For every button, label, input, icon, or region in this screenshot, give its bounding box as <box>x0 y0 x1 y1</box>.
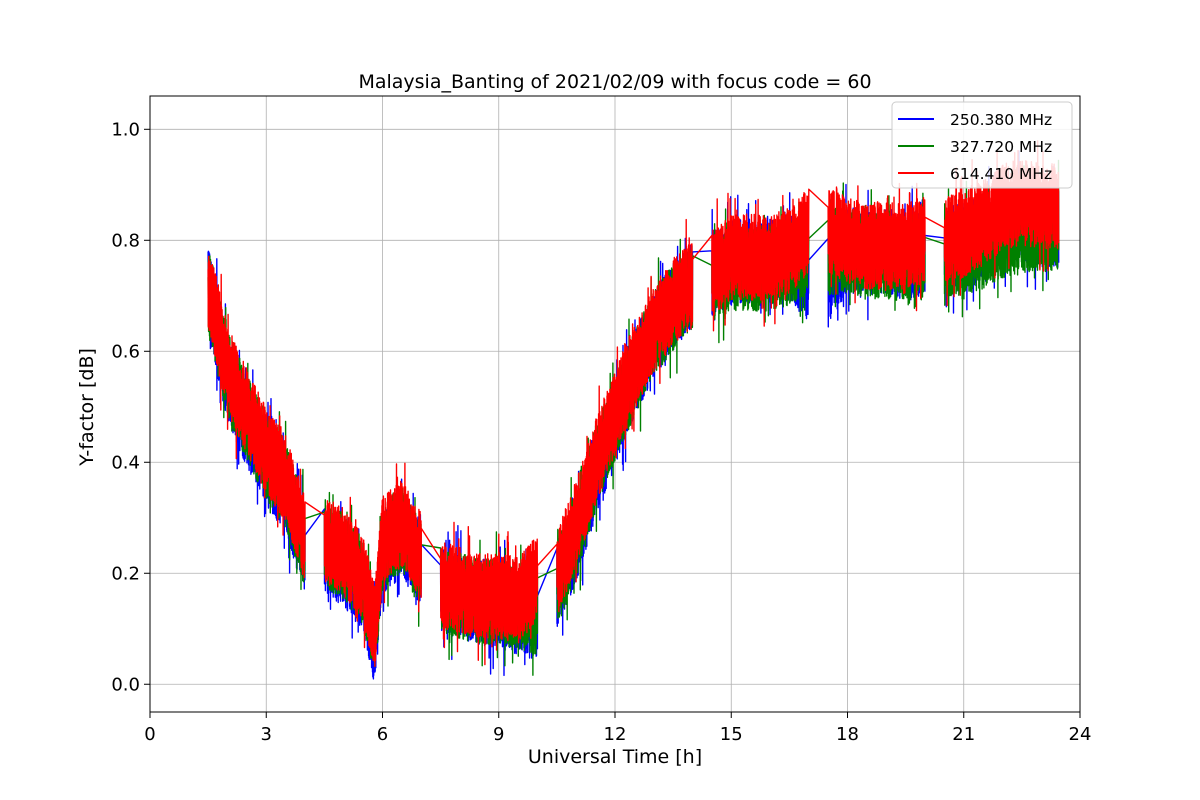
y-ticks: 0.0 0.2 0.4 0.6 0.8 1.0 <box>111 119 150 695</box>
y-tick-label: 1.0 <box>111 119 140 140</box>
x-tick-label: 18 <box>836 724 859 745</box>
x-tick-label: 0 <box>144 724 155 745</box>
x-tick-label: 24 <box>1069 724 1092 745</box>
x-tick-label: 21 <box>952 724 975 745</box>
y-tick-label: 0.0 <box>111 674 140 695</box>
x-tick-label: 6 <box>377 724 388 745</box>
x-tick-label: 15 <box>720 724 743 745</box>
y-tick-label: 0.4 <box>111 452 140 473</box>
legend: 250.380 MHz 327.720 MHz 614.410 MHz <box>891 101 1073 189</box>
y-tick-label: 0.6 <box>111 341 140 362</box>
y-tick-label: 0.2 <box>111 563 140 584</box>
legend-label: 327.720 MHz <box>950 138 1052 156</box>
series-line <box>207 140 1060 667</box>
y-axis-label: Y-factor [dB] <box>76 348 98 467</box>
x-tick-label: 12 <box>604 724 627 745</box>
legend-label: 250.380 MHz <box>950 111 1052 129</box>
chart-title: Malaysia_Banting of 2021/02/09 with focu… <box>358 71 871 93</box>
legend-box <box>891 101 1073 189</box>
x-ticks: 0 3 6 9 12 15 18 21 24 <box>144 712 1091 745</box>
y-tick-label: 0.8 <box>111 230 140 251</box>
x-tick-label: 9 <box>493 724 504 745</box>
x-tick-label: 3 <box>261 724 272 745</box>
legend-label: 614.410 MHz <box>950 165 1052 183</box>
series-layer <box>207 140 1060 680</box>
x-axis-label: Universal Time [h] <box>528 746 702 768</box>
